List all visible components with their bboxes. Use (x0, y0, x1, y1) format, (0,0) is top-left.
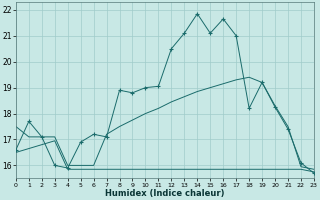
X-axis label: Humidex (Indice chaleur): Humidex (Indice chaleur) (105, 189, 225, 198)
